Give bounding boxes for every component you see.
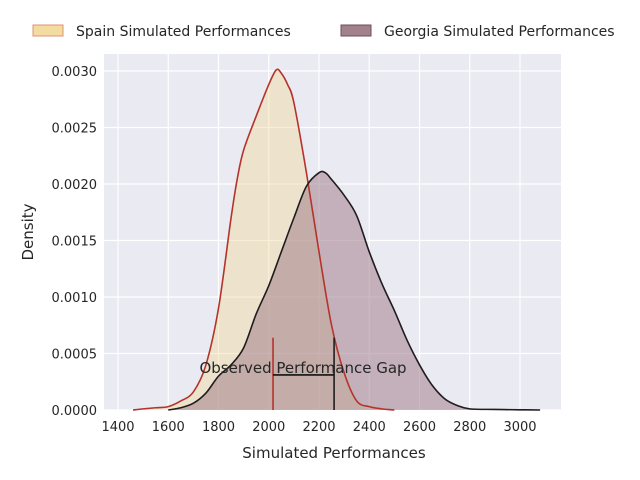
x-tick-label: 2000 [252, 420, 285, 435]
legend-label-spain: Spain Simulated Performances [76, 24, 291, 40]
y-tick-label: 0.0010 [52, 291, 98, 306]
x-tick-label: 2800 [453, 420, 486, 435]
y-tick-label: 0.0000 [52, 404, 98, 419]
y-tick-label: 0.0020 [52, 178, 98, 193]
x-tick-label: 2200 [302, 420, 335, 435]
y-tick-label: 0.0015 [52, 235, 98, 250]
spain-density-line [132, 68, 395, 411]
x-tick-label: 1800 [202, 420, 235, 435]
x-tick-label: 3000 [503, 420, 536, 435]
legend-label-georgia: Georgia Simulated Performances [384, 24, 615, 40]
x-tick-label: 2400 [353, 420, 386, 435]
x-tick-label: 1600 [152, 420, 185, 435]
georgia-density-fill [168, 171, 541, 410]
legend-swatch-georgia [340, 24, 372, 37]
y-axis-label: Density [19, 203, 37, 260]
x-axis-label: Simulated Performances [242, 444, 426, 462]
legend-swatch-spain [32, 24, 64, 37]
y-tick-label: 0.0005 [52, 348, 98, 363]
georgia-density-line [168, 170, 541, 411]
annotation-label: Observed Performance Gap [199, 359, 406, 377]
legend: Spain Simulated Performances Georgia Sim… [32, 24, 615, 40]
x-tick-label: 2600 [403, 420, 436, 435]
y-tick-label: 0.0025 [52, 122, 98, 137]
x-tick-label: 1400 [101, 420, 134, 435]
y-tick-label: 0.0030 [52, 65, 98, 80]
